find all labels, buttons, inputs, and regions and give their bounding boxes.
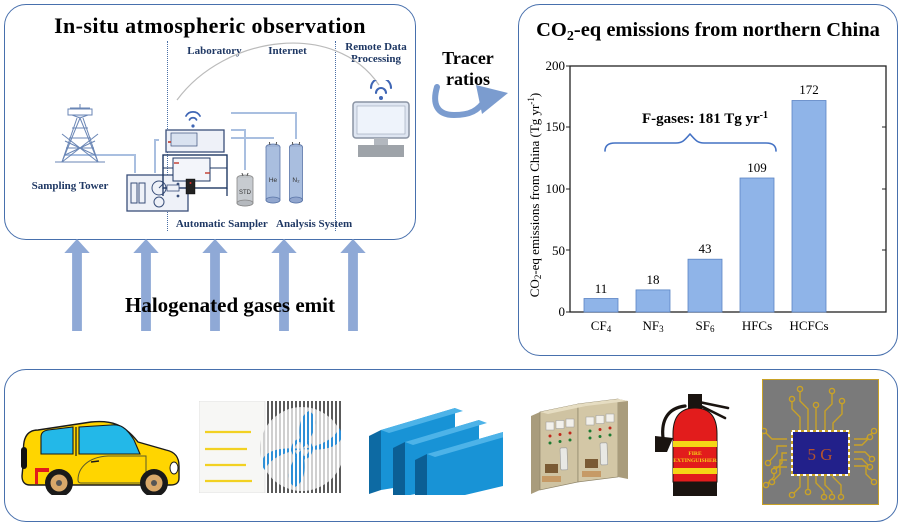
svg-text:5 G: 5 G <box>807 445 832 464</box>
svg-text:SF6: SF6 <box>696 318 715 334</box>
svg-text:43: 43 <box>699 241 712 256</box>
svg-text:EXTINGUISHER: EXTINGUISHER <box>673 458 717 464</box>
svg-text:11: 11 <box>595 281 608 296</box>
svg-text:150: 150 <box>546 119 566 134</box>
svg-text:HFCs: HFCs <box>742 318 772 333</box>
svg-text:F-gases: 181 Tg yr-1: F-gases: 181 Tg yr-1 <box>642 110 768 127</box>
svg-text:18: 18 <box>647 272 660 287</box>
svg-text:50: 50 <box>552 243 565 258</box>
svg-text:172: 172 <box>799 82 819 97</box>
svg-text:He: He <box>269 177 278 184</box>
svg-text:100: 100 <box>546 181 566 196</box>
svg-text:200: 200 <box>546 58 566 73</box>
svg-text:NF3: NF3 <box>642 318 664 334</box>
svg-text:FIRE: FIRE <box>688 451 702 457</box>
svg-text:CO2-eq emissions from China (T: CO2-eq emissions from China (Tg yr-1) <box>526 93 543 297</box>
svg-text:N₂: N₂ <box>292 177 300 184</box>
svg-text:CF4: CF4 <box>591 318 612 334</box>
svg-text:STD: STD <box>239 190 252 196</box>
svg-text:0: 0 <box>559 304 566 319</box>
svg-text:109: 109 <box>747 160 767 175</box>
svg-text:HCFCs: HCFCs <box>789 318 828 333</box>
